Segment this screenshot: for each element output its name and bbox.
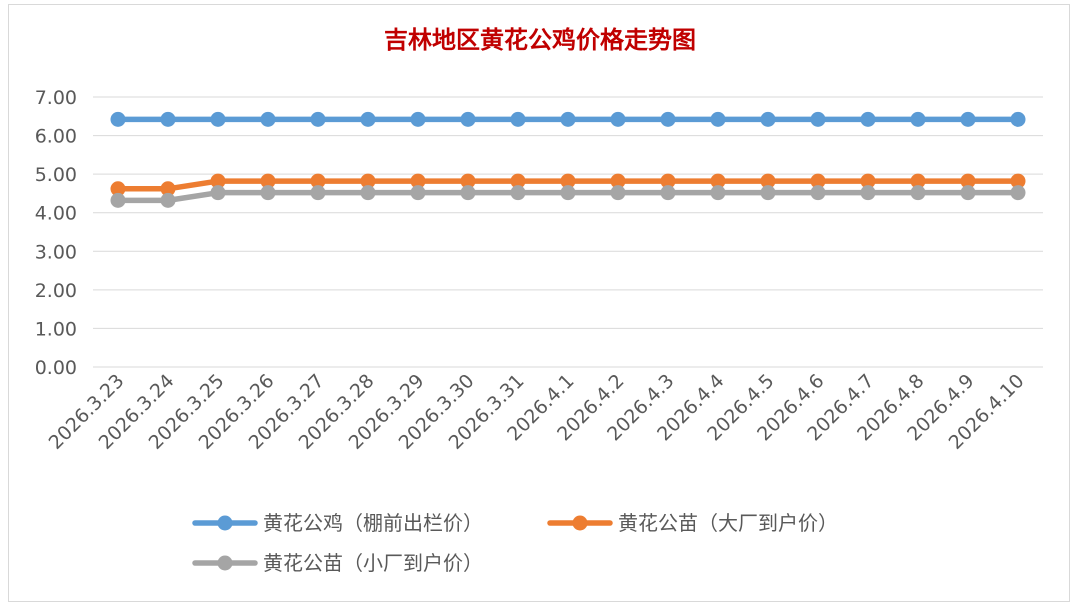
legend-item: 黄花公苗（小厂到户价） xyxy=(192,551,483,575)
data-point xyxy=(160,181,176,197)
y-tick-label: 2.00 xyxy=(35,280,77,302)
data-point xyxy=(160,192,176,208)
data-point xyxy=(960,173,976,189)
data-point xyxy=(1010,111,1026,127)
data-point xyxy=(710,111,726,127)
y-tick-label: 6.00 xyxy=(35,126,77,148)
y-tick-label: 7.00 xyxy=(35,87,77,109)
data-point xyxy=(460,173,476,189)
data-point xyxy=(360,111,376,127)
legend-label: 黄花公苗（大厂到户价） xyxy=(618,511,838,535)
data-point xyxy=(110,181,126,197)
data-point xyxy=(760,173,776,189)
data-point xyxy=(860,173,876,189)
data-point xyxy=(660,173,676,189)
data-point xyxy=(560,185,576,201)
y-tick-label: 4.00 xyxy=(35,203,77,225)
data-point xyxy=(660,185,676,201)
data-point xyxy=(310,185,326,201)
data-point xyxy=(710,173,726,189)
data-point xyxy=(910,173,926,189)
data-point xyxy=(260,185,276,201)
data-point xyxy=(1010,173,1026,189)
legend-swatch-marker xyxy=(572,515,588,531)
y-tick-label: 1.00 xyxy=(35,318,77,340)
legend: 黄花公鸡（棚前出栏价） 黄花公苗（大厂到户价） 黄花公苗（小厂到户价） xyxy=(192,511,838,575)
data-point xyxy=(910,185,926,201)
data-point xyxy=(210,185,226,201)
data-point xyxy=(460,111,476,127)
y-tick-label: 5.00 xyxy=(35,164,77,186)
data-point xyxy=(810,185,826,201)
legend-item: 黄花公苗（大厂到户价） xyxy=(547,511,838,535)
series-layer xyxy=(110,111,1026,208)
data-point xyxy=(660,111,676,127)
data-point xyxy=(260,173,276,189)
chart-title: 吉林地区黄花公鸡价格走势图 xyxy=(384,26,696,54)
data-point xyxy=(960,185,976,201)
data-point xyxy=(110,192,126,208)
data-point xyxy=(1010,185,1026,201)
data-point xyxy=(860,185,876,201)
data-point xyxy=(510,111,526,127)
data-point xyxy=(410,185,426,201)
data-point xyxy=(560,111,576,127)
x-axis-ticks: 2026.3.232026.3.242026.3.252026.3.262026… xyxy=(45,370,1029,454)
data-point xyxy=(610,185,626,201)
data-point xyxy=(810,173,826,189)
data-point xyxy=(310,173,326,189)
data-point xyxy=(610,173,626,189)
y-tick-label: 0.00 xyxy=(35,357,77,379)
data-point xyxy=(560,173,576,189)
data-point xyxy=(360,173,376,189)
data-point xyxy=(610,111,626,127)
data-point xyxy=(810,111,826,127)
y-axis-ticks: 0.00 1.00 2.00 3.00 4.00 5.00 6.00 7.00 xyxy=(35,87,77,379)
legend-label: 黄花公苗（小厂到户价） xyxy=(263,551,483,575)
data-point xyxy=(210,173,226,189)
series-0 xyxy=(110,111,1026,127)
data-point xyxy=(910,111,926,127)
legend-item: 黄花公鸡（棚前出栏价） xyxy=(192,511,483,535)
gridlines xyxy=(93,96,1043,368)
chart-frame xyxy=(8,4,1070,602)
data-point xyxy=(260,111,276,127)
data-point xyxy=(710,185,726,201)
data-point xyxy=(460,185,476,201)
data-point xyxy=(210,111,226,127)
data-point xyxy=(360,185,376,201)
data-point xyxy=(760,111,776,127)
data-point xyxy=(760,185,776,201)
data-point xyxy=(510,173,526,189)
data-point xyxy=(310,111,326,127)
data-point xyxy=(410,111,426,127)
series-2 xyxy=(110,185,1026,208)
legend-swatch-marker xyxy=(217,515,233,531)
legend-swatch-marker xyxy=(217,555,233,571)
data-point xyxy=(960,111,976,127)
data-point xyxy=(860,111,876,127)
data-point xyxy=(410,173,426,189)
data-point xyxy=(160,111,176,127)
legend-label: 黄花公鸡（棚前出栏价） xyxy=(263,511,483,535)
data-point xyxy=(510,185,526,201)
data-point xyxy=(110,111,126,127)
y-tick-label: 3.00 xyxy=(35,241,77,263)
series-1 xyxy=(110,173,1026,197)
